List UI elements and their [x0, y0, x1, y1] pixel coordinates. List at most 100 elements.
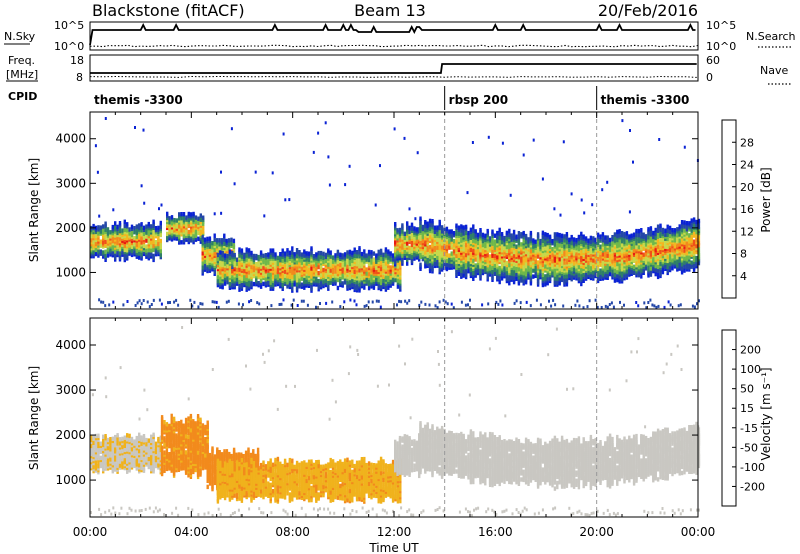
- heatmap-cell: [281, 272, 284, 277]
- heatmap-cell: [403, 136, 406, 140]
- heatmap-cell: [355, 280, 359, 285]
- heatmap-cell: [637, 232, 641, 238]
- heatmap-cell: [145, 244, 148, 249]
- heatmap-cell: [586, 305, 589, 309]
- heatmap-cell: [464, 268, 468, 274]
- heatmap-cell: [104, 117, 107, 120]
- heatmap-cell: [496, 230, 499, 236]
- heatmap-cell: [252, 253, 256, 259]
- heatmap-cell: [358, 282, 361, 287]
- heatmap-cell: [560, 267, 564, 273]
- heatmap-cell: [448, 229, 451, 234]
- heatmap-cell: [247, 280, 251, 285]
- freq-label-line2: [MHz]: [6, 68, 38, 81]
- heatmap-cell: [596, 238, 600, 243]
- freq-label-line1: Freq.: [8, 54, 35, 67]
- cpid-segment-label: themis -3300: [601, 93, 690, 107]
- heatmap-cell: [104, 304, 107, 308]
- heatmap-cell: [671, 248, 674, 253]
- heatmap-cell: [250, 299, 253, 302]
- heatmap-cell: [166, 231, 169, 237]
- heatmap-cell: [618, 251, 621, 256]
- heatmap-cell: [216, 252, 220, 258]
- heatmap-cell: [201, 247, 204, 252]
- nsky-frame: [89, 21, 699, 51]
- heatmap-cell: [102, 434, 105, 439]
- heatmap-cell: [312, 150, 315, 154]
- heatmap-cell: [367, 271, 371, 277]
- heatmap-cell: [618, 267, 621, 272]
- heatmap-cell: [159, 252, 162, 258]
- heatmap-cell: [604, 304, 607, 308]
- heatmap-cell: [508, 266, 511, 272]
- heatmap-cell: [142, 235, 146, 240]
- heatmap-cell: [452, 239, 456, 244]
- heatmap-cell: [488, 254, 492, 259]
- heatmap-cell: [116, 240, 119, 246]
- heatmap-cell: [583, 211, 586, 215]
- heatmap-cell: [279, 282, 282, 287]
- heatmap-cell: [455, 239, 458, 244]
- heatmap-cell: [440, 241, 444, 246]
- heatmap-cell: [534, 239, 537, 244]
- heatmap-cell: [551, 253, 554, 258]
- heatmap-cell: [612, 305, 615, 309]
- heatmap-cell: [666, 254, 669, 260]
- heatmap-cell: [472, 258, 475, 263]
- heatmap-cell: [640, 234, 643, 239]
- heatmap-cell: [560, 275, 564, 281]
- heatmap-cell: [515, 244, 518, 249]
- heatmap-cell: [109, 437, 112, 442]
- heatmap-cell: [142, 225, 146, 230]
- heatmap-cell: [283, 265, 287, 270]
- heatmap-cell: [213, 212, 216, 216]
- heatmap-cell: [406, 241, 409, 246]
- heatmap-cell: [315, 266, 318, 271]
- heatmap-cell: [404, 299, 407, 303]
- heatmap-cell: [534, 265, 537, 270]
- heatmap-cell: [649, 226, 653, 231]
- heatmap-cell: [365, 304, 368, 308]
- heatmap-cell: [291, 250, 294, 255]
- heatmap-cell: [522, 239, 525, 244]
- heatmap-cell: [519, 301, 522, 305]
- heatmap-cell: [591, 203, 594, 207]
- heatmap-cell: [697, 236, 701, 242]
- heatmap-cell: [661, 267, 665, 273]
- heatmap-cell: [283, 251, 287, 256]
- heatmap-cell: [262, 281, 265, 287]
- heatmap-cell: [269, 260, 272, 265]
- heatmap-cell: [160, 302, 163, 306]
- heatmap-cell: [197, 230, 200, 235]
- cpid-panel: CPID themis -3300 rbsp 200 themis -3300: [8, 86, 689, 110]
- heatmap-cell: [558, 257, 561, 262]
- heatmap-cell: [398, 237, 402, 243]
- heatmap-cell: [462, 231, 465, 236]
- heatmap-cell: [467, 230, 470, 236]
- heatmap-cell: [353, 299, 356, 303]
- heatmap-cell: [642, 246, 645, 251]
- heatmap-cell: [651, 303, 654, 307]
- heatmap-cell: [535, 298, 538, 302]
- heatmap-cell: [536, 260, 540, 265]
- heatmap-cell: [367, 249, 371, 255]
- heatmap-cell: [460, 238, 463, 243]
- heatmap-cell: [464, 224, 468, 230]
- heatmap-cell: [336, 269, 340, 275]
- heatmap-cell: [252, 281, 256, 287]
- heatmap-cell: [293, 270, 296, 275]
- heatmap-cell: [676, 227, 679, 232]
- heatmap-cell: [520, 232, 523, 237]
- heatmap-cell: [654, 227, 657, 233]
- heatmap-cell: [588, 299, 591, 303]
- heatmap-cell: [596, 266, 600, 272]
- heatmap-cell: [97, 225, 100, 230]
- heatmap-cell: [358, 258, 361, 263]
- heatmap-cell: [436, 245, 439, 250]
- heatmap-cell: [111, 456, 114, 462]
- heatmap-cell: [403, 231, 406, 236]
- heatmap-cell: [379, 278, 383, 284]
- heatmap-cell: [282, 132, 285, 136]
- heatmap-cell: [300, 282, 304, 287]
- heatmap-cell: [263, 214, 266, 218]
